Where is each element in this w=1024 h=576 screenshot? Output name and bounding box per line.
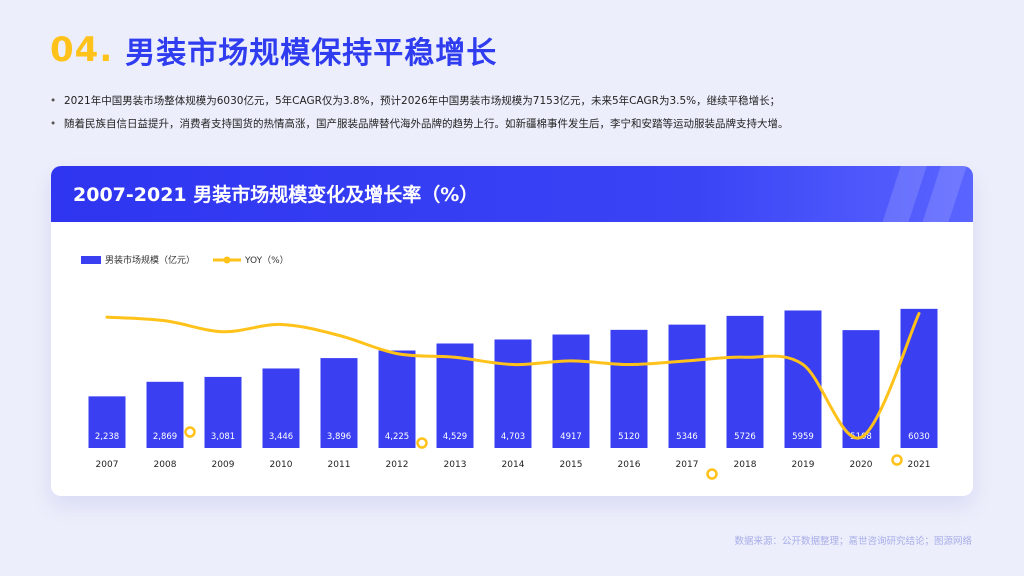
bar-data-label: 3,896 — [327, 432, 351, 442]
bar-data-label: 3,081 — [211, 432, 235, 442]
bullet-item: 2021年中国男装市场整体规模为6030亿元，5年CAGR仅为3.8%，预计20… — [50, 94, 980, 108]
bar-data-label: 4917 — [560, 432, 582, 442]
x-tick-label: 2016 — [618, 460, 641, 470]
bar-data-label: 2,238 — [95, 432, 119, 442]
bar-data-label: 5120 — [618, 432, 640, 442]
x-tick-label: 2019 — [792, 460, 815, 470]
bar-data-label: 5726 — [734, 432, 756, 442]
bar-data-label: 4,225 — [385, 432, 409, 442]
bullet-list: 2021年中国男装市场整体规模为6030亿元，5年CAGR仅为3.8%，预计20… — [50, 94, 980, 140]
chart-bar — [436, 343, 474, 448]
decorative-ring — [891, 454, 903, 466]
bar-data-label: 3,446 — [269, 432, 293, 442]
chart-bar — [146, 381, 184, 448]
bar-data-label: 2,869 — [153, 432, 177, 442]
chart-bar — [610, 329, 648, 448]
x-tick-label: 2014 — [502, 460, 525, 470]
x-tick-label: 2009 — [212, 460, 235, 470]
x-tick-label: 2011 — [328, 460, 351, 470]
x-tick-label: 2017 — [676, 460, 699, 470]
chart-legend: 男装市场规模（亿元） YOY（%） — [81, 254, 289, 266]
chart-card-header: 2007-2021 男装市场规模变化及增长率（%） — [51, 166, 973, 222]
decorative-ring — [184, 426, 196, 438]
chart-bar — [320, 358, 358, 448]
chart-title: 2007-2021 男装市场规模变化及增长率（%） — [73, 184, 479, 206]
legend-line-label: YOY（%） — [244, 255, 289, 266]
section-title: 男装市场规模保持平稳增长 — [125, 36, 498, 71]
bar-data-label: 6030 — [908, 432, 930, 442]
chart-bar — [726, 315, 764, 448]
bullet-item: 随着民族自信日益提升，消费者支持国货的热情高涨，国产服装品牌替代海外品牌的趋势上… — [50, 117, 980, 131]
source-note: 数据来源：公开数据整理；嘉世咨询研究结论；图源网络 — [734, 536, 972, 547]
chart-bar — [204, 376, 242, 448]
decorative-ring — [706, 468, 718, 480]
chart-bar — [842, 330, 880, 448]
chart-bar — [378, 350, 416, 448]
x-tick-label: 2020 — [850, 460, 873, 470]
section-number: 04. — [50, 30, 114, 70]
bar-data-label: 4,703 — [501, 432, 525, 442]
x-tick-label: 2008 — [154, 460, 177, 470]
chart-bar — [494, 339, 532, 448]
chart-canvas: 男装市场规模（亿元） YOY（%） 2,238 2007 2,869 2008 3,081 2… — [81, 254, 938, 480]
legend-line-marker — [223, 256, 231, 264]
bar-data-label: 5959 — [792, 432, 814, 442]
header-shine-decoration — [918, 166, 970, 222]
x-tick-label: 2010 — [270, 460, 293, 470]
page-title: 04. 男装市场规模保持平稳增长 — [50, 28, 497, 72]
chart-bar — [900, 308, 938, 448]
yoy-line — [105, 312, 921, 440]
x-tick-label: 2013 — [444, 460, 467, 470]
chart-bar — [552, 334, 590, 448]
header-shine-decoration — [878, 166, 930, 222]
x-tick-label: 2021 — [908, 460, 931, 470]
chart-card: 2007-2021 男装市场规模变化及增长率（%） 男装市场规模（亿元） YOY（… — [51, 166, 973, 496]
chart-bar — [262, 368, 300, 448]
x-tick-label: 2012 — [386, 460, 409, 470]
x-tick-label: 2015 — [560, 460, 583, 470]
legend-bar-swatch — [81, 256, 101, 264]
bar-data-label: 5346 — [676, 432, 698, 442]
chart-bar — [88, 396, 126, 448]
x-tick-label: 2007 — [96, 460, 119, 470]
decorative-ring — [416, 437, 428, 449]
x-tick-label: 2018 — [734, 460, 757, 470]
legend-bar-label: 男装市场规模（亿元） — [105, 254, 195, 266]
bar-data-label: 4,529 — [443, 432, 467, 442]
chart-bar — [668, 324, 706, 448]
